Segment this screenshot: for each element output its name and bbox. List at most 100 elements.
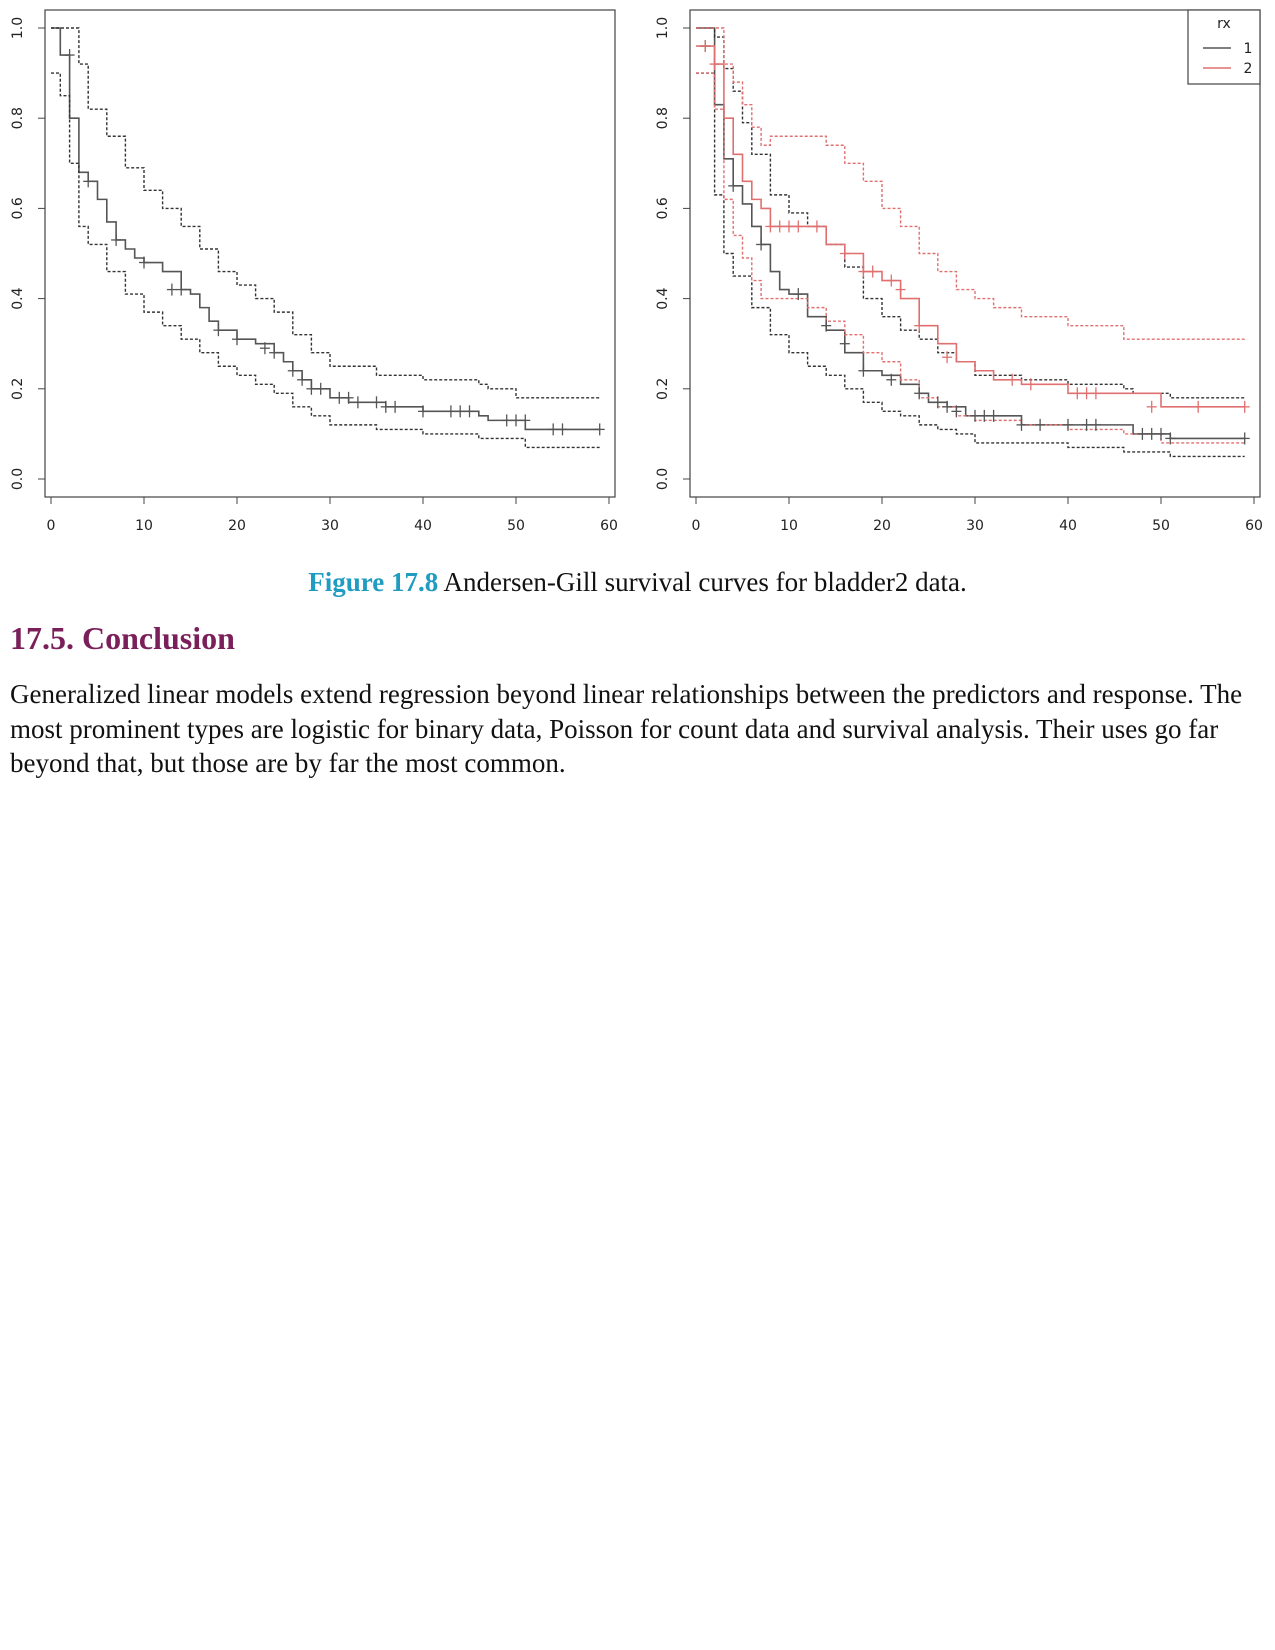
right-censor-mark-rx1: [728, 179, 739, 192]
right-censor-mark-rx1: [979, 409, 990, 422]
right-censor-mark-rx2: [774, 220, 785, 233]
right-series-rx1-lower-CI: [696, 72, 1245, 458]
right-censor-mark-rx1: [756, 238, 767, 251]
left-series-estimate: [51, 27, 600, 431]
survival-chart-right-by-rx: 0 10 20 30 40 50 60 0.0 0.2 0.4 0.6 0.8 1.0 rx 1 2: [655, 9, 1263, 534]
section-paragraph: Generalized linear models extend regress…: [10, 679, 1243, 778]
right-censor-mark-rx1: [1081, 418, 1092, 431]
left-y-tick-label: 1.0: [10, 17, 26, 39]
left-series-lower-CI: [51, 72, 600, 449]
right-censor-mark-rx1: [821, 319, 832, 332]
right-censor-mark-rx2: [811, 220, 822, 233]
left-censor-mark: [269, 346, 280, 359]
right-censor-mark-rx1: [1016, 418, 1027, 431]
right-legend-label-rx1: 1: [1244, 41, 1253, 57]
left-x-tick-label: 50: [507, 518, 525, 534]
right-censor-mark-rx2: [886, 274, 897, 287]
left-x-tick-label: 10: [135, 518, 153, 534]
left-x-tick-label: 60: [600, 518, 618, 534]
right-series-rx2-upper-CI: [696, 27, 1245, 340]
left-censor-mark: [306, 382, 317, 395]
right-y-tick-label: 0.8: [655, 107, 671, 129]
left-x-tick-label: 20: [228, 518, 246, 534]
right-x-tick-label: 10: [780, 518, 798, 534]
left-series-upper-CI: [51, 27, 600, 399]
right-censor-mark-rx2: [765, 220, 776, 233]
right-censor-mark-rx1: [1137, 427, 1148, 440]
right-x-tick-label: 30: [966, 518, 984, 534]
section-heading: 17.5. Conclusion: [10, 620, 235, 656]
right-censor-mark-rx2: [914, 319, 925, 332]
left-censor-mark: [594, 423, 605, 436]
left-y-tick-label: 0.2: [10, 378, 26, 400]
right-censor-mark-rx1: [793, 288, 804, 301]
left-censor-mark: [111, 233, 122, 246]
right-censor-mark-rx2: [942, 351, 953, 364]
right-censor-mark-rx2: [1090, 387, 1101, 400]
left-censor-mark: [390, 400, 401, 413]
left-censor-mark: [343, 391, 354, 404]
right-legend-label-rx2: 2: [1244, 61, 1253, 77]
right-censor-mark-rx1: [951, 405, 962, 418]
left-censor-mark: [176, 283, 187, 296]
right-y-tick-label: 0.4: [655, 287, 671, 309]
left-censor-mark: [548, 423, 559, 436]
right-censor-mark-rx2: [1146, 400, 1157, 413]
right-legend-title: rx: [1217, 16, 1231, 32]
right-y-tick-label: 1.0: [655, 17, 671, 39]
left-y-tick-label: 0.8: [10, 107, 26, 129]
left-censor-mark: [297, 373, 308, 386]
right-y-tick-label: 0.6: [655, 197, 671, 219]
left-censor-mark: [520, 414, 531, 427]
right-y-tick-label: 0.0: [655, 468, 671, 490]
left-censor-mark: [139, 256, 149, 269]
right-censor-mark-rx1: [1063, 418, 1073, 431]
right-censor-mark-rx1: [1165, 432, 1176, 445]
left-censor-mark: [371, 396, 382, 409]
left-censor-mark: [83, 175, 94, 188]
left-censor-mark: [213, 324, 224, 337]
right-series-rx2-lower-CI: [696, 72, 1245, 444]
left-censor-mark: [352, 396, 363, 409]
right-x-tick-label: 20: [873, 518, 891, 534]
right-series-rx1-upper-CI: [696, 27, 1245, 399]
figure-label: Figure 17.8: [308, 567, 439, 597]
right-censor-mark-rx2: [1081, 387, 1092, 400]
left-y-tick-label: 0.0: [10, 468, 26, 490]
left-censor-mark: [511, 414, 521, 427]
right-censor-mark-rx1: [970, 409, 980, 422]
right-plot-frame: [689, 9, 1261, 498]
figure-caption-text: Andersen-Gill survival curves for bladde…: [443, 567, 967, 597]
right-censor-mark-rx2: [709, 58, 720, 71]
right-censor-mark-rx1: [886, 373, 897, 386]
right-censor-mark-rx2: [858, 265, 869, 278]
left-censor-mark: [557, 423, 568, 436]
right-x-tick-label: 40: [1059, 518, 1077, 534]
right-censor-mark-rx1: [988, 409, 999, 422]
right-censor-mark-rx2: [1072, 387, 1083, 400]
right-censor-mark-rx2: [784, 220, 794, 233]
right-censor-mark-rx2: [1239, 400, 1250, 413]
left-censor-mark: [380, 400, 391, 413]
right-censor-mark-rx1: [858, 364, 869, 377]
left-x-tick-label: 0: [47, 518, 56, 534]
left-censor-mark: [455, 405, 466, 418]
right-x-tick-label: 60: [1245, 518, 1263, 534]
left-censor-mark: [315, 382, 326, 395]
left-y-tick-label: 0.4: [10, 287, 26, 309]
left-plot-frame: [44, 9, 616, 498]
right-censor-mark-rx2: [700, 40, 711, 53]
left-censor-mark: [464, 405, 475, 418]
left-censor-mark: [166, 283, 177, 296]
right-censor-mark-rx2: [895, 283, 906, 296]
right-x-tick-label: 50: [1152, 518, 1170, 534]
left-censor-mark: [334, 391, 345, 404]
right-censor-mark-rx1: [1146, 427, 1157, 440]
left-censor-mark: [501, 414, 512, 427]
figure-caption: Figure 17.8 Andersen-Gill survival curve…: [0, 567, 1275, 598]
right-censor-mark-rx2: [1007, 373, 1018, 386]
right-censor-mark-rx2: [839, 247, 850, 260]
right-legend-box: [1187, 9, 1261, 85]
right-censor-mark-rx1: [1239, 432, 1250, 445]
right-censor-mark-rx1: [839, 337, 850, 350]
